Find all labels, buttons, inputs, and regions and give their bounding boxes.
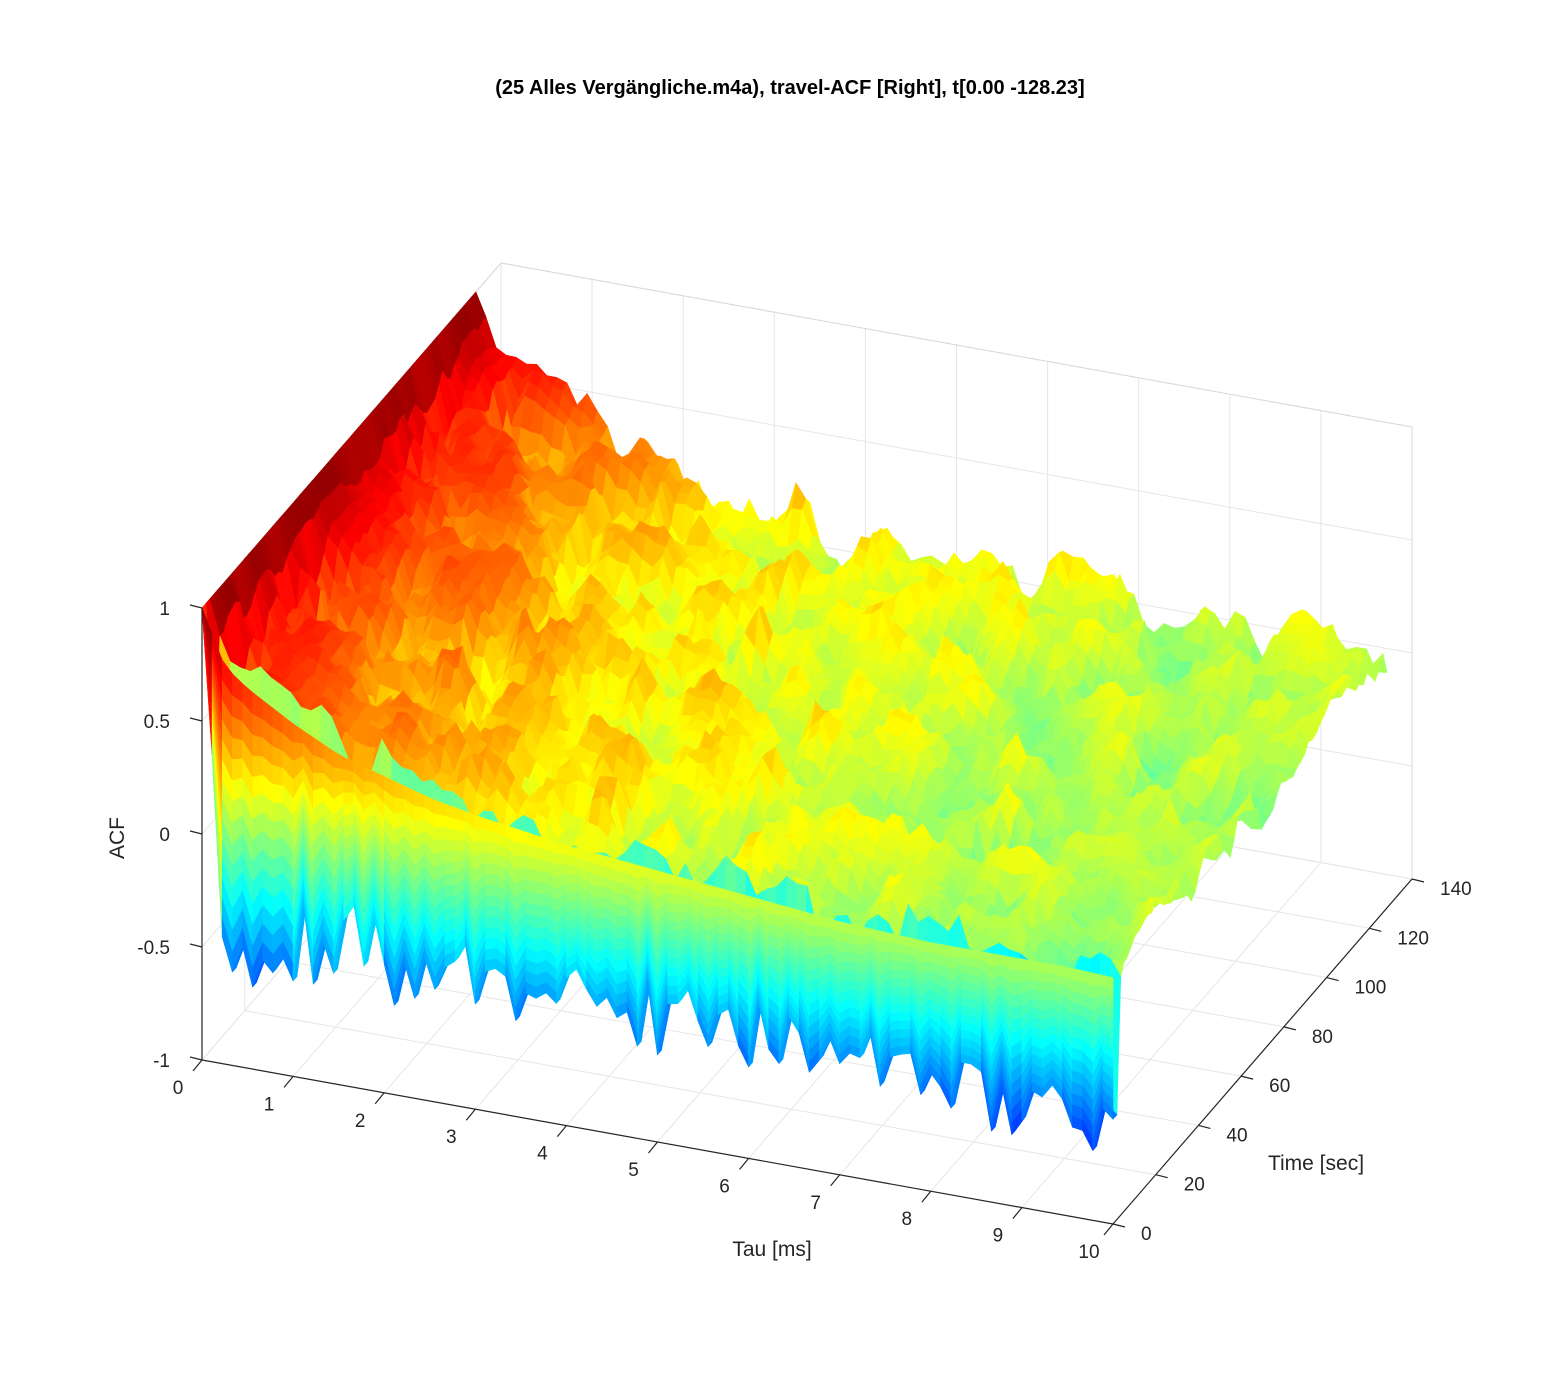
grid-line (500, 375, 1413, 541)
grid-line (244, 1010, 1156, 1176)
box-edge (500, 262, 1413, 428)
grid-line (1021, 862, 1322, 1208)
acf-surface (201, 291, 1388, 1152)
